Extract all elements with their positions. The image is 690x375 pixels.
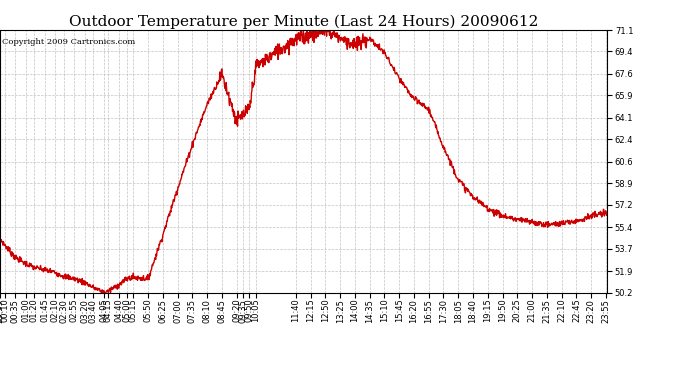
Text: Copyright 2009 Cartronics.com: Copyright 2009 Cartronics.com	[2, 38, 135, 46]
Text: Outdoor Temperature per Minute (Last 24 Hours) 20090612: Outdoor Temperature per Minute (Last 24 …	[69, 15, 538, 29]
